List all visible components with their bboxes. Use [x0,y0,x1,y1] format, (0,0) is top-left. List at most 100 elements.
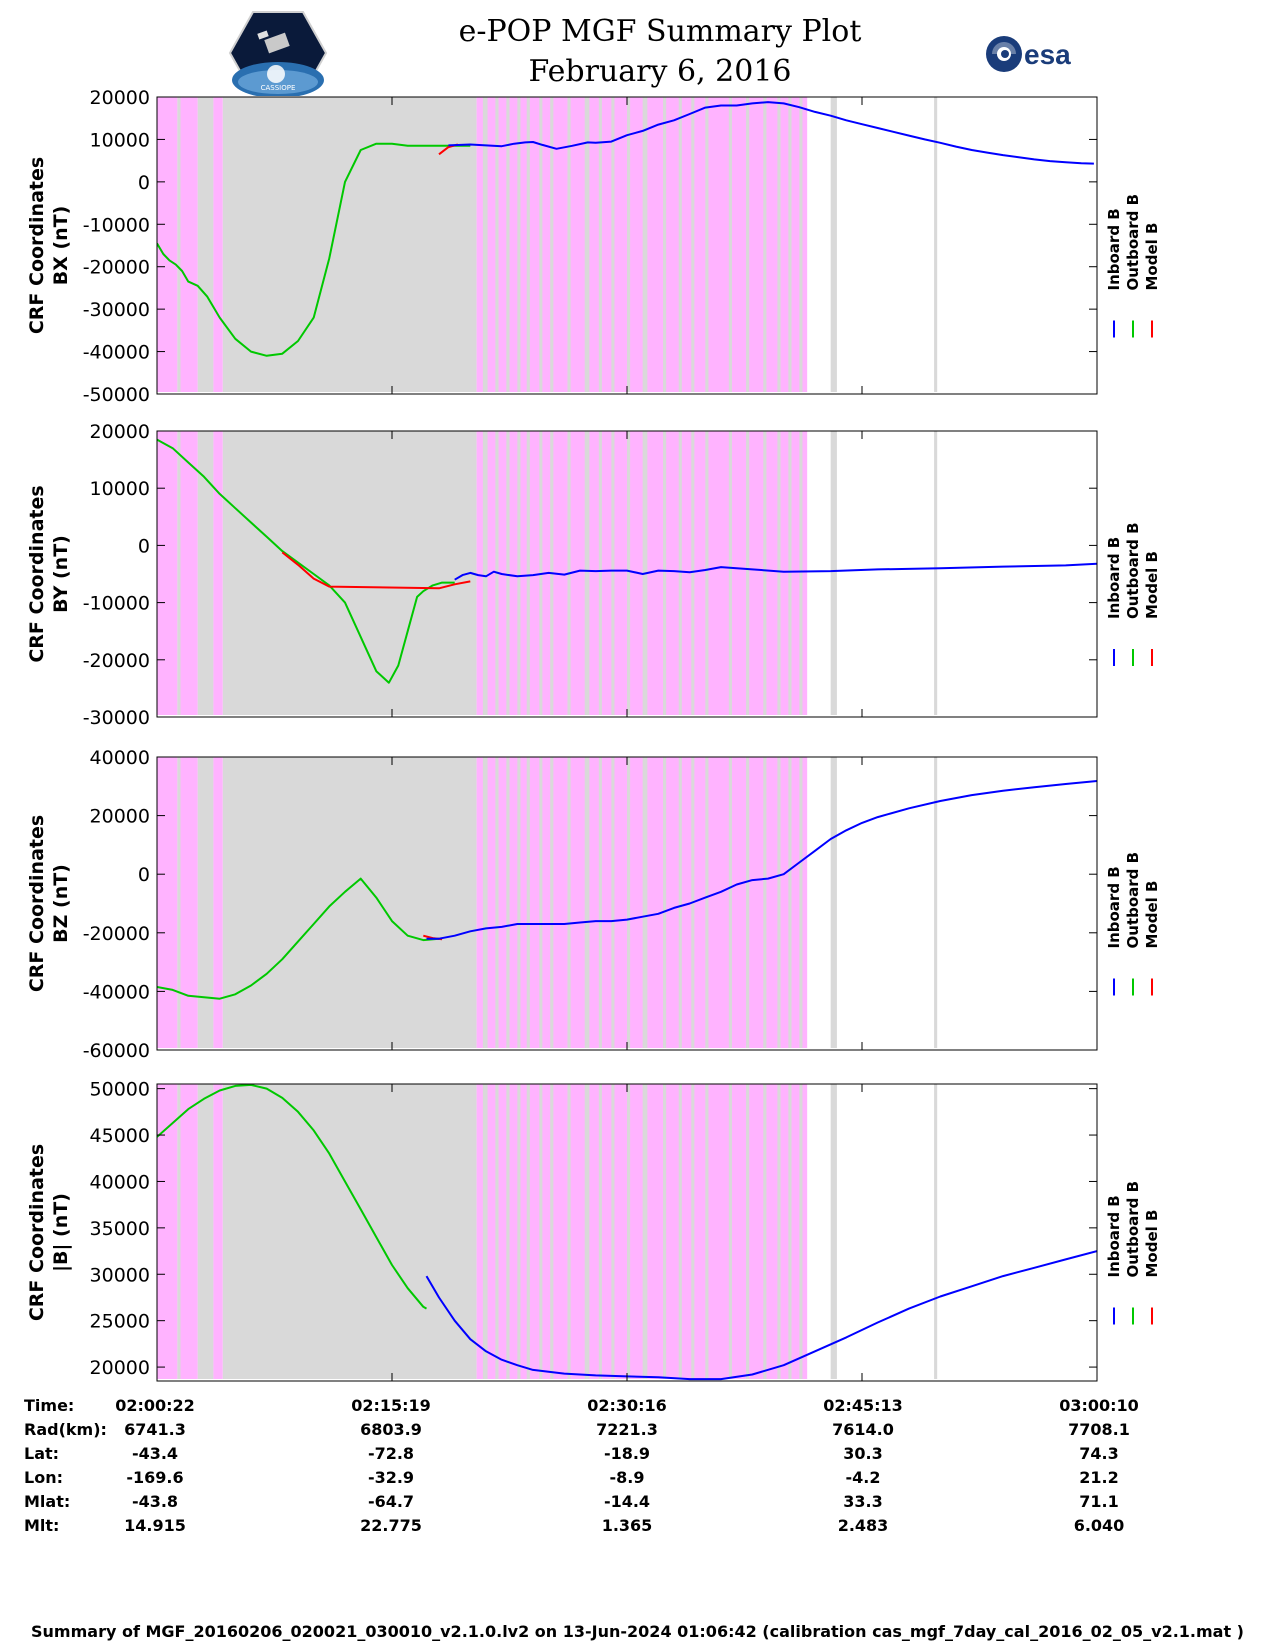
shaded-interval-gray [482,757,488,1048]
cassiope-logo: CASSIOPE [228,11,328,96]
shaded-interval-gray [495,97,499,392]
shaded-interval-gray [506,1084,510,1379]
shaded-interval-pink [157,431,178,715]
info-cell: -32.9 [367,1468,415,1487]
series-group [157,1084,1097,1381]
shaded-interval-gray [763,97,767,392]
shaded-interval-gray [584,431,590,715]
legend-label: Model B [1143,881,1161,949]
info-row-label: Lat: [24,1444,60,1463]
series-line-outboard-b [157,142,471,357]
shaded-interval-gray [678,757,682,1048]
shaded-interval-gray [495,757,499,1048]
shaded-interval-gray [728,431,732,715]
legend-label: Model B [1143,1210,1161,1278]
shaded-interval-pink [213,97,223,392]
page-title: e-POP MGF Summary Plot [458,14,862,49]
legend-label: Outboard B [1124,852,1142,949]
y-axis-label: CRF Coordinates BY (nT) [26,485,72,662]
shaded-interval-gray [777,431,781,715]
shaded-interval-gray [567,1084,571,1379]
info-cell: 02:00:22 [115,1396,195,1415]
shading-group [157,97,938,392]
info-cell: 14.915 [124,1516,186,1535]
shaded-interval-gray [517,431,521,715]
legend-label: Inboard B [1105,208,1123,290]
shaded-interval-gray [611,757,615,1048]
shaded-interval-gray [567,757,571,1048]
shaded-interval-gray [934,431,938,715]
y-tick-label: -20000 [83,257,150,279]
shaded-interval-gray [197,431,214,715]
y-tick-label: 0 [138,864,150,886]
shaded-interval-pink [157,97,178,392]
shaded-interval-gray [598,757,602,1048]
y-axis-label-line2: BZ (nT) [50,864,72,943]
page-subtitle-date: February 6, 2016 [528,54,792,89]
info-cell: 7614.0 [832,1420,894,1439]
y-tick-label: -50000 [83,384,150,406]
shaded-interval-gray [598,1084,602,1379]
shaded-interval-pink [180,431,198,715]
shaded-interval-gray [788,757,792,1048]
shaded-interval-gray [517,97,521,392]
shaded-interval-pink [157,757,178,1048]
shaded-interval-gray [611,1084,615,1379]
shaded-interval-gray [642,1084,648,1379]
shaded-interval-gray [550,757,554,1048]
shaded-interval-gray [934,757,938,1048]
series-line-inboard-b [426,780,1097,940]
shaded-interval-gray [777,97,781,392]
shaded-interval-pink [157,1084,178,1379]
info-cell: -18.9 [603,1444,651,1463]
shaded-interval-gray [222,757,477,1048]
y-axis-label-line1: CRF Coordinates [26,157,48,334]
y-tick-label: 20000 [90,87,150,109]
shaded-interval-gray [777,757,781,1048]
shaded-interval-gray [788,1084,792,1379]
shaded-interval-gray [517,1084,521,1379]
shaded-interval-gray [526,97,530,392]
shaded-interval-gray [550,97,554,392]
shaded-interval-gray [691,431,695,715]
shaded-interval-gray [663,757,667,1048]
info-cell: 2.483 [837,1516,889,1535]
legend-label: Outboard B [1124,522,1142,619]
shaded-interval-gray [598,431,602,715]
cassiope-logo-text: CASSIOPE [261,84,296,92]
shaded-interval-gray [611,431,615,715]
shaded-interval-gray [627,757,631,1048]
info-cell: -14.4 [603,1492,651,1511]
info-cell: 30.3 [843,1444,883,1463]
shaded-interval-gray [482,1084,488,1379]
shaded-interval-gray [728,97,732,392]
shaded-interval-gray [642,97,648,392]
info-cell: 74.3 [1079,1444,1119,1463]
y-axis-label-line2: BX (nT) [50,206,72,286]
shaded-interval-gray [799,431,803,715]
shaded-interval-gray [705,1084,709,1379]
shaded-interval-gray [482,431,488,715]
shaded-interval-pink [476,757,808,1048]
shaded-interval-gray [728,1084,732,1379]
legend-label: Outboard B [1124,194,1142,291]
y-tick-label: 50000 [90,1079,150,1101]
shaded-interval-gray [763,1084,767,1379]
shading-group [157,757,938,1048]
info-cell: 71.1 [1079,1492,1119,1511]
chart-panel-3: 40000 20000 0 -20000 -40000 -60000 CRF Coordin… [26,747,1161,1062]
shaded-interval-gray [539,1084,543,1379]
shaded-interval-gray [526,431,530,715]
shaded-interval-gray [799,97,803,392]
shaded-interval-gray [506,97,510,392]
shaded-interval-gray [526,757,530,1048]
shaded-interval-gray [728,757,732,1048]
shaded-interval-pink [213,1084,223,1379]
shaded-interval-gray [678,97,682,392]
info-cell: 02:30:16 [587,1396,667,1415]
info-cell: 03:00:10 [1059,1396,1139,1415]
y-tick-label: 10000 [90,478,150,500]
shaded-interval-gray [567,97,571,392]
y-tick-label: 35000 [90,1218,150,1240]
